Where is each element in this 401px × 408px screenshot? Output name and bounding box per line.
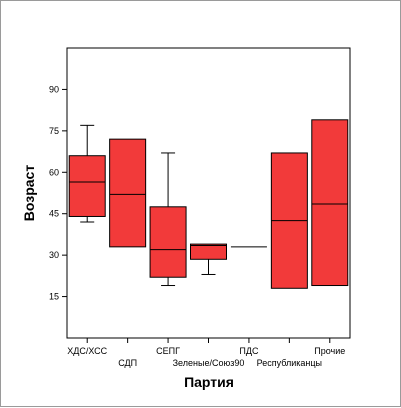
y-tick-label: 90 <box>49 84 59 94</box>
box <box>68 155 106 217</box>
y-axis-title: Возраст <box>21 165 37 222</box>
boxes <box>68 119 349 289</box>
y-tick-label: 45 <box>49 209 59 219</box>
y-tick-label: 30 <box>49 250 59 260</box>
x-tick-label: ПДС <box>239 346 259 356</box>
x-axis: ХДС/ХСС СДП СЕПГ Зеленые/Союз90 ПДС Республик… <box>67 338 345 368</box>
box <box>190 243 227 260</box>
x-tick-label: СДП <box>118 358 137 368</box>
x-tick-label: Прочие <box>314 346 345 356</box>
x-tick-label: Зеленые/Союз90 <box>173 358 245 368</box>
y-tick-label: 60 <box>49 167 59 177</box>
y-tick-label: 75 <box>49 126 59 136</box>
x-tick-label: СЕПГ <box>156 346 180 356</box>
box <box>311 119 349 287</box>
x-tick-label: ХДС/ХСС <box>67 346 107 356</box>
x-tick-label: Республиканцы <box>257 358 322 368</box>
y-axis: 15 30 45 60 75 90 <box>49 84 67 302</box>
box <box>109 138 147 248</box>
box <box>149 206 187 278</box>
x-axis-title: Партия <box>184 374 234 390</box>
y-tick-label: 15 <box>49 292 59 302</box>
